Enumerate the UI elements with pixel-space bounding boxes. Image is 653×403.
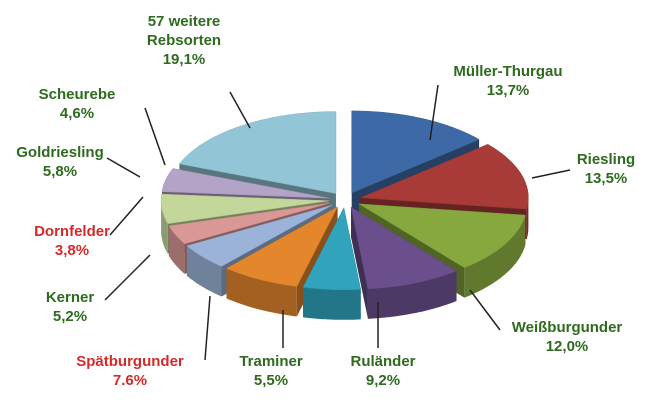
category-label: Goldriesling [16, 144, 104, 161]
category-label: Spätburgunder [76, 353, 184, 370]
value-label: 9,2% [365, 372, 401, 389]
slice-label: Riesling 13,5% [531, 150, 653, 188]
value-label: 3,8% [54, 242, 90, 259]
slice-side [161, 200, 168, 254]
slice-label: Spätburgunder 7.6% [55, 352, 205, 390]
slice [161, 168, 330, 199]
leader-line [229, 91, 251, 129]
slice-side [303, 287, 361, 320]
value-label: 13,5% [584, 170, 628, 187]
category-label: Kerner [45, 289, 95, 306]
value-label: 13,7% [486, 82, 530, 99]
slice [302, 207, 362, 291]
slice [351, 110, 480, 194]
slice-label: Scheurebe 4,6% [2, 85, 152, 123]
slice-label: Dornfelder 3,8% [0, 222, 147, 260]
category-label: Müller-Thurgau [453, 63, 563, 80]
category-label: Riesling [576, 151, 636, 168]
slice [358, 203, 526, 268]
leader-line [429, 84, 439, 141]
leader-line [109, 196, 144, 236]
category-label: Dornfelder [34, 223, 110, 240]
slice-label: Kerner 5,2% [0, 288, 145, 326]
leader-line [469, 289, 501, 331]
slice-label: Müller-Thurgau 13,7% [433, 62, 583, 100]
slice [178, 111, 337, 194]
slice [168, 202, 331, 245]
leader-line [106, 157, 141, 178]
value-label: 4,6% [59, 105, 95, 122]
value-label: 5,2% [52, 308, 88, 325]
category-label: 57 weitere Rebsorten [146, 13, 222, 49]
category-label: Ruländer [350, 353, 416, 370]
category-label: Traminer [239, 353, 303, 370]
slice-side [168, 225, 185, 274]
slice-label: Traminer 5,5% [196, 352, 346, 390]
leader-line [104, 254, 151, 301]
slice-label: Goldriesling 5,8% [0, 143, 135, 181]
slice [350, 206, 458, 290]
slice [225, 206, 339, 287]
value-label: 5,8% [42, 163, 78, 180]
category-label: Weißburgunder [511, 319, 623, 336]
value-label: 19,1% [162, 51, 206, 68]
slice-label: Weißburgunder 12,0% [492, 318, 642, 356]
slice-side [367, 271, 457, 319]
slice [160, 193, 330, 224]
category-label: Scheurebe [38, 86, 116, 103]
slice-label: Ruländer 9,2% [308, 352, 458, 390]
slice [186, 204, 333, 267]
value-label: 7.6% [112, 372, 148, 389]
value-label: 5,5% [253, 372, 289, 389]
slice [360, 144, 529, 210]
slice-side [464, 215, 526, 298]
slice-label: 57 weitere Rebsorten 19,1% [109, 12, 259, 69]
leader-line [204, 295, 211, 361]
leader-line [144, 107, 166, 166]
slice-face [351, 207, 368, 319]
slice-side [186, 245, 222, 297]
slice-side [226, 268, 297, 317]
value-label: 12,0% [545, 338, 589, 355]
leader-line [531, 169, 571, 179]
